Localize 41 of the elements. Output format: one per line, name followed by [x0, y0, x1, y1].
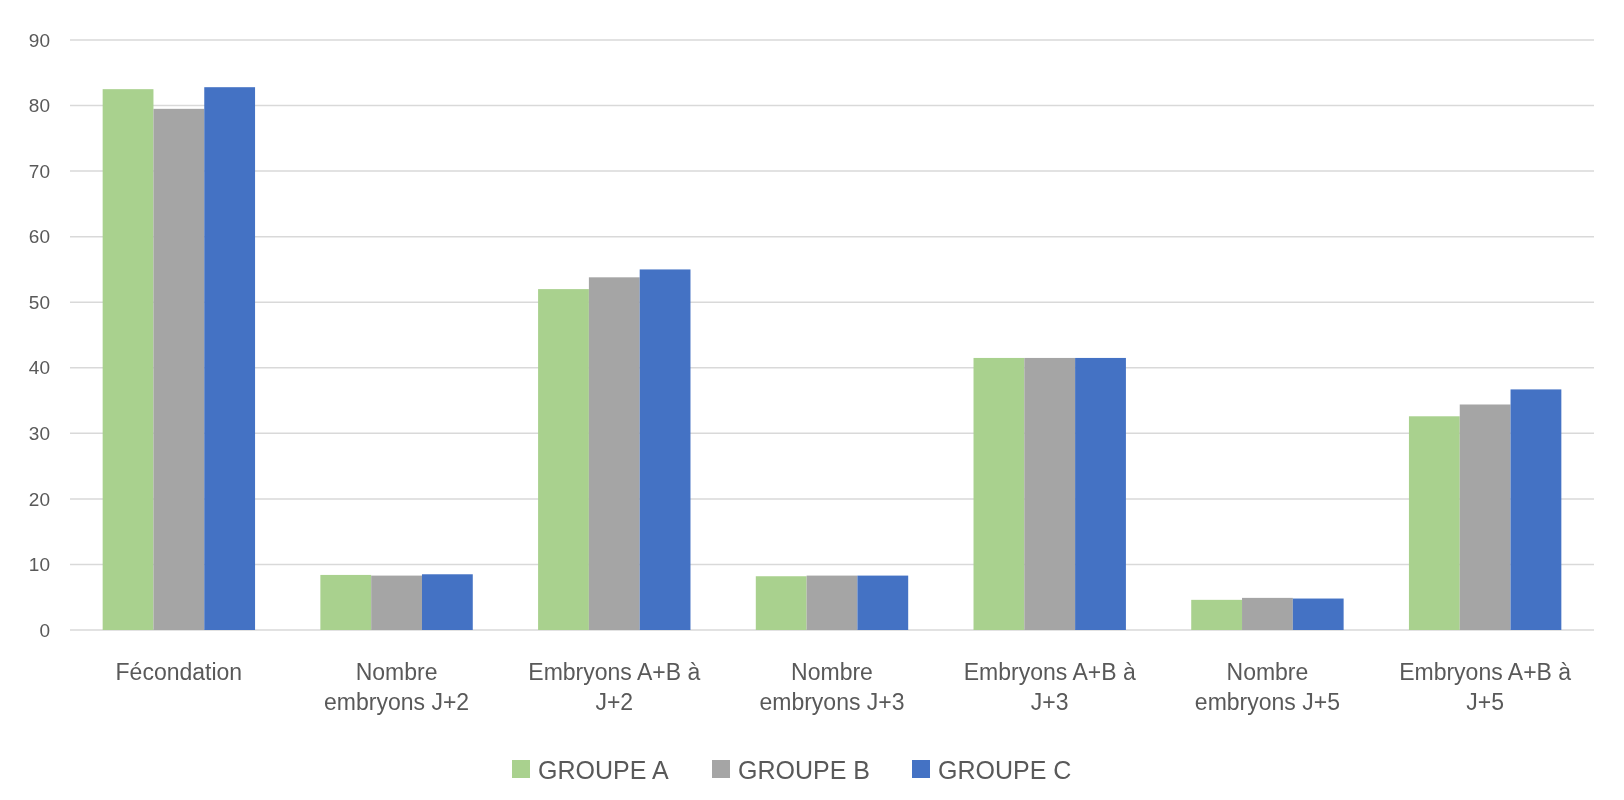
bar	[371, 575, 422, 630]
x-tick-label: Nombre embryons J+5	[1194, 659, 1340, 715]
bar	[973, 357, 1025, 630]
bar	[857, 575, 909, 630]
x-tick-label: Fécondation	[115, 659, 243, 685]
bar	[806, 575, 858, 630]
x-tick-label: Embryons A+B à J+5	[1399, 659, 1572, 715]
y-tick-label: 50	[28, 291, 50, 313]
bar	[1459, 404, 1511, 630]
y-tick-label: 20	[28, 488, 50, 510]
bar	[1024, 357, 1076, 630]
bar	[204, 87, 256, 630]
bar	[1191, 599, 1243, 630]
x-tick-label: Embryons A+B à J+2	[528, 659, 701, 715]
bar	[421, 574, 473, 630]
bar	[588, 277, 640, 630]
bar	[320, 574, 372, 630]
y-tick-label: 80	[28, 95, 50, 117]
bar	[1242, 597, 1293, 630]
y-tick-label: 60	[28, 226, 50, 248]
x-tick-label: Nombre embryons J+2	[324, 659, 470, 715]
bar	[153, 108, 205, 630]
y-tick-label: 30	[28, 422, 50, 444]
bar	[639, 269, 691, 630]
y-tick-label: 10	[28, 554, 50, 576]
bar	[1510, 389, 1562, 630]
bar	[755, 576, 807, 630]
x-tick-label: Nombre embryons J+3	[759, 659, 905, 715]
y-tick-label: 0	[39, 619, 50, 641]
legend-label: GROUPE B	[738, 755, 870, 784]
y-tick-label: 70	[28, 160, 50, 182]
bar	[1075, 357, 1126, 630]
bar	[102, 89, 154, 630]
y-tick-label: 90	[28, 29, 50, 51]
legend-label: GROUPE A	[538, 755, 669, 784]
bar	[1292, 598, 1344, 630]
x-tick-label: Embryons A+B à J+3	[963, 659, 1136, 715]
bar	[538, 289, 589, 630]
legend-label: GROUPE C	[938, 755, 1072, 784]
bar	[1408, 416, 1460, 630]
y-tick-label: 40	[28, 357, 50, 379]
